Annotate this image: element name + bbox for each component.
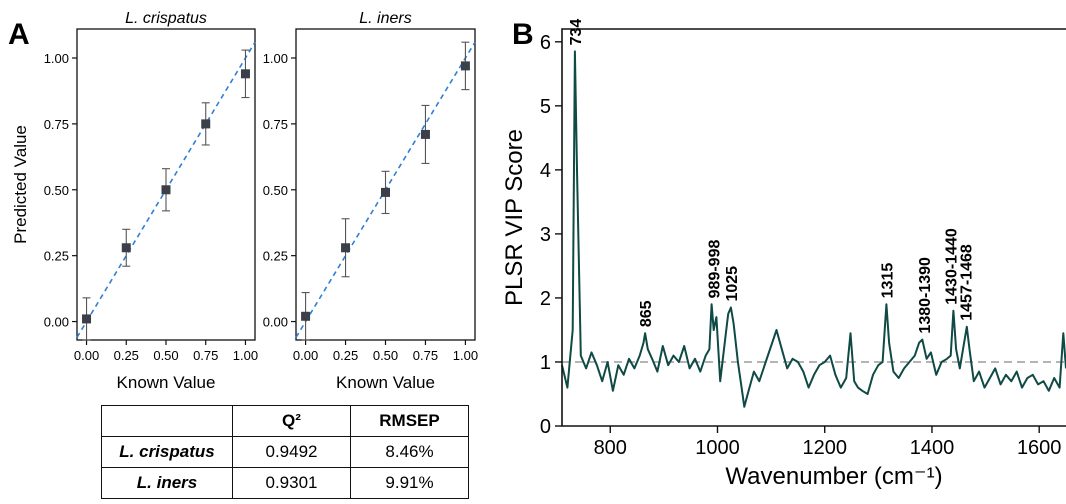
y-tick-label: 0: [540, 416, 551, 438]
data-point: [460, 61, 470, 71]
y-tick-label: 0.50: [263, 183, 288, 198]
performance-table: Q² RMSEP L. crispatus 0.9492 8.46% L. in…: [101, 405, 469, 499]
peak-annotation: 1380-1390: [917, 257, 934, 334]
table-header-q2: Q²: [232, 405, 351, 437]
x-tick-label: 0.25: [114, 348, 139, 363]
data-point: [121, 243, 131, 253]
x-tick-label: 1000: [695, 437, 740, 459]
y-tick-label: 0.75: [44, 117, 69, 132]
table-row-name: L. crispatus: [101, 436, 233, 468]
x-axis-label: Known Value: [336, 373, 435, 392]
data-point: [341, 243, 351, 253]
chart-title: L. iners: [359, 10, 411, 27]
y-tick-label: 5: [540, 96, 551, 118]
peak-annotation: 734: [568, 19, 585, 46]
plot-frame: [561, 28, 1066, 427]
table-corner: [101, 405, 233, 437]
x-axis-label: Known Value: [117, 373, 216, 392]
chart-vip-score: 800 1000 1200 1400 1600 0 1 2 3 4 5 6 Wavenumber (cm…: [501, 19, 1066, 490]
x-tick-label: 0.50: [373, 348, 398, 363]
table-cell-q2: 0.9301: [232, 467, 351, 499]
data-point: [420, 129, 430, 139]
data-point: [161, 185, 171, 195]
x-tick-label: 0.50: [153, 348, 178, 363]
panel-label-a: A: [8, 18, 30, 51]
y-tick-label: 0.25: [263, 249, 288, 264]
x-tick-label: 0.75: [193, 348, 218, 363]
x-tick-label: 0.00: [74, 348, 99, 363]
chart-l-iners: L. iners 0.00 0.25 0.50 0.75 1.00 0.00 0.25 0.50…: [263, 10, 478, 392]
table-row: L. crispatus 0.9492 8.46%: [101, 436, 469, 468]
table-cell-q2: 0.9492: [232, 436, 351, 468]
x-tick-label: 800: [594, 437, 627, 459]
chart-title: L. crispatus: [125, 10, 207, 27]
data-point: [240, 69, 250, 79]
y-tick-label: 0.25: [44, 249, 69, 264]
vip-spectrum-line: [561, 50, 1066, 408]
x-tick-label: 1.00: [233, 348, 258, 363]
y-tick-label: 3: [540, 224, 551, 246]
peak-annotation: 1457-1468: [959, 244, 976, 321]
table-header-row: Q² RMSEP: [101, 405, 469, 437]
data-point: [301, 311, 311, 321]
x-tick-label: 0.00: [293, 348, 318, 363]
y-tick-label: 0.00: [263, 315, 288, 330]
x-tick-label: 1600: [1017, 437, 1062, 459]
data-point: [381, 187, 390, 197]
table-cell-rmsep: 9.91%: [350, 467, 469, 499]
table-row: L. iners 0.9301 9.91%: [101, 467, 469, 499]
x-tick-label: 1400: [910, 437, 955, 459]
chart-l-crispatus: L. crispatus 0.00 0.25 0.50 0.75 1.00 0.00 0.25…: [11, 10, 258, 392]
peak-annotation: 1025: [724, 266, 741, 302]
data-point: [201, 119, 211, 129]
table-row-name: L. iners: [101, 467, 233, 499]
x-tick-label: 1200: [802, 437, 847, 459]
peak-annotation: 1315: [879, 263, 896, 299]
y-tick-label: 0.00: [44, 315, 69, 330]
panel-label-b: B: [512, 18, 534, 51]
y-tick-label: 6: [540, 32, 551, 54]
x-tick-label: 1.00: [453, 348, 478, 363]
peak-annotation: 1430-1440: [944, 228, 961, 305]
y-tick-label: 1.00: [44, 51, 69, 66]
x-tick-label: 0.25: [333, 348, 358, 363]
table-header-rmsep: RMSEP: [350, 405, 469, 437]
x-tick-label: 0.75: [413, 348, 438, 363]
table-cell-rmsep: 8.46%: [350, 436, 469, 468]
y-axis-label: Predicted Value: [11, 125, 30, 244]
y-tick-label: 1: [540, 352, 551, 374]
peak-annotation: 989-998: [707, 240, 724, 299]
y-tick-label: 4: [540, 160, 551, 182]
y-axis-label: PLSR VIP Score: [501, 129, 528, 306]
y-tick-label: 1.00: [263, 51, 288, 66]
x-axis-label: Wavenumber (cm⁻¹): [725, 463, 942, 490]
data-point: [82, 314, 92, 324]
peak-annotation: 865: [638, 300, 655, 327]
y-tick-label: 2: [540, 288, 551, 310]
y-tick-label: 0.50: [44, 183, 69, 198]
y-tick-label: 0.75: [263, 117, 288, 132]
